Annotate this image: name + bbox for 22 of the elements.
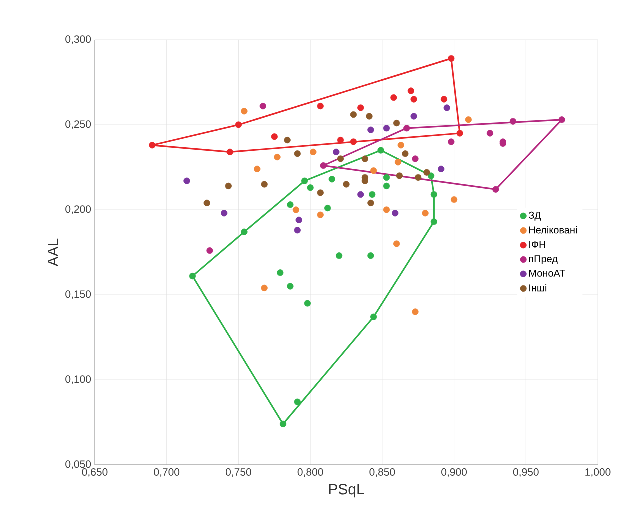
y-tick-label: 0,100 <box>66 376 92 384</box>
x-tick-label: 0,750 <box>226 468 252 478</box>
legend-label: Інші <box>530 284 547 292</box>
legend-label: пПред <box>529 256 558 265</box>
y-tick-label: 0,050 <box>66 460 92 470</box>
y-tick-label: 0,200 <box>66 206 92 214</box>
y-tick-label: 0,300 <box>66 36 92 44</box>
legend-label: МоноАТ <box>529 270 566 277</box>
x-tick-label: 1,000 <box>586 468 611 478</box>
legend-label: ІФН <box>530 241 546 248</box>
x-tick-label: 0,700 <box>154 468 180 478</box>
x-tick-label: 0,800 <box>298 468 324 478</box>
x-tick-label: 0,900 <box>442 468 468 478</box>
y-tick-label: 0,150 <box>66 290 92 300</box>
y-tick-label: 0,250 <box>66 120 92 130</box>
x-tick-label: 0,950 <box>513 468 539 478</box>
x-tick-label: 0,650 <box>82 468 108 478</box>
x-tick-label: 0,850 <box>370 468 396 478</box>
legend-label: Неліковані <box>529 226 578 234</box>
legend-label: ЗД <box>528 212 542 221</box>
y-axis-title: AAL <box>48 238 58 267</box>
x-axis-title: PSqL <box>329 484 364 498</box>
